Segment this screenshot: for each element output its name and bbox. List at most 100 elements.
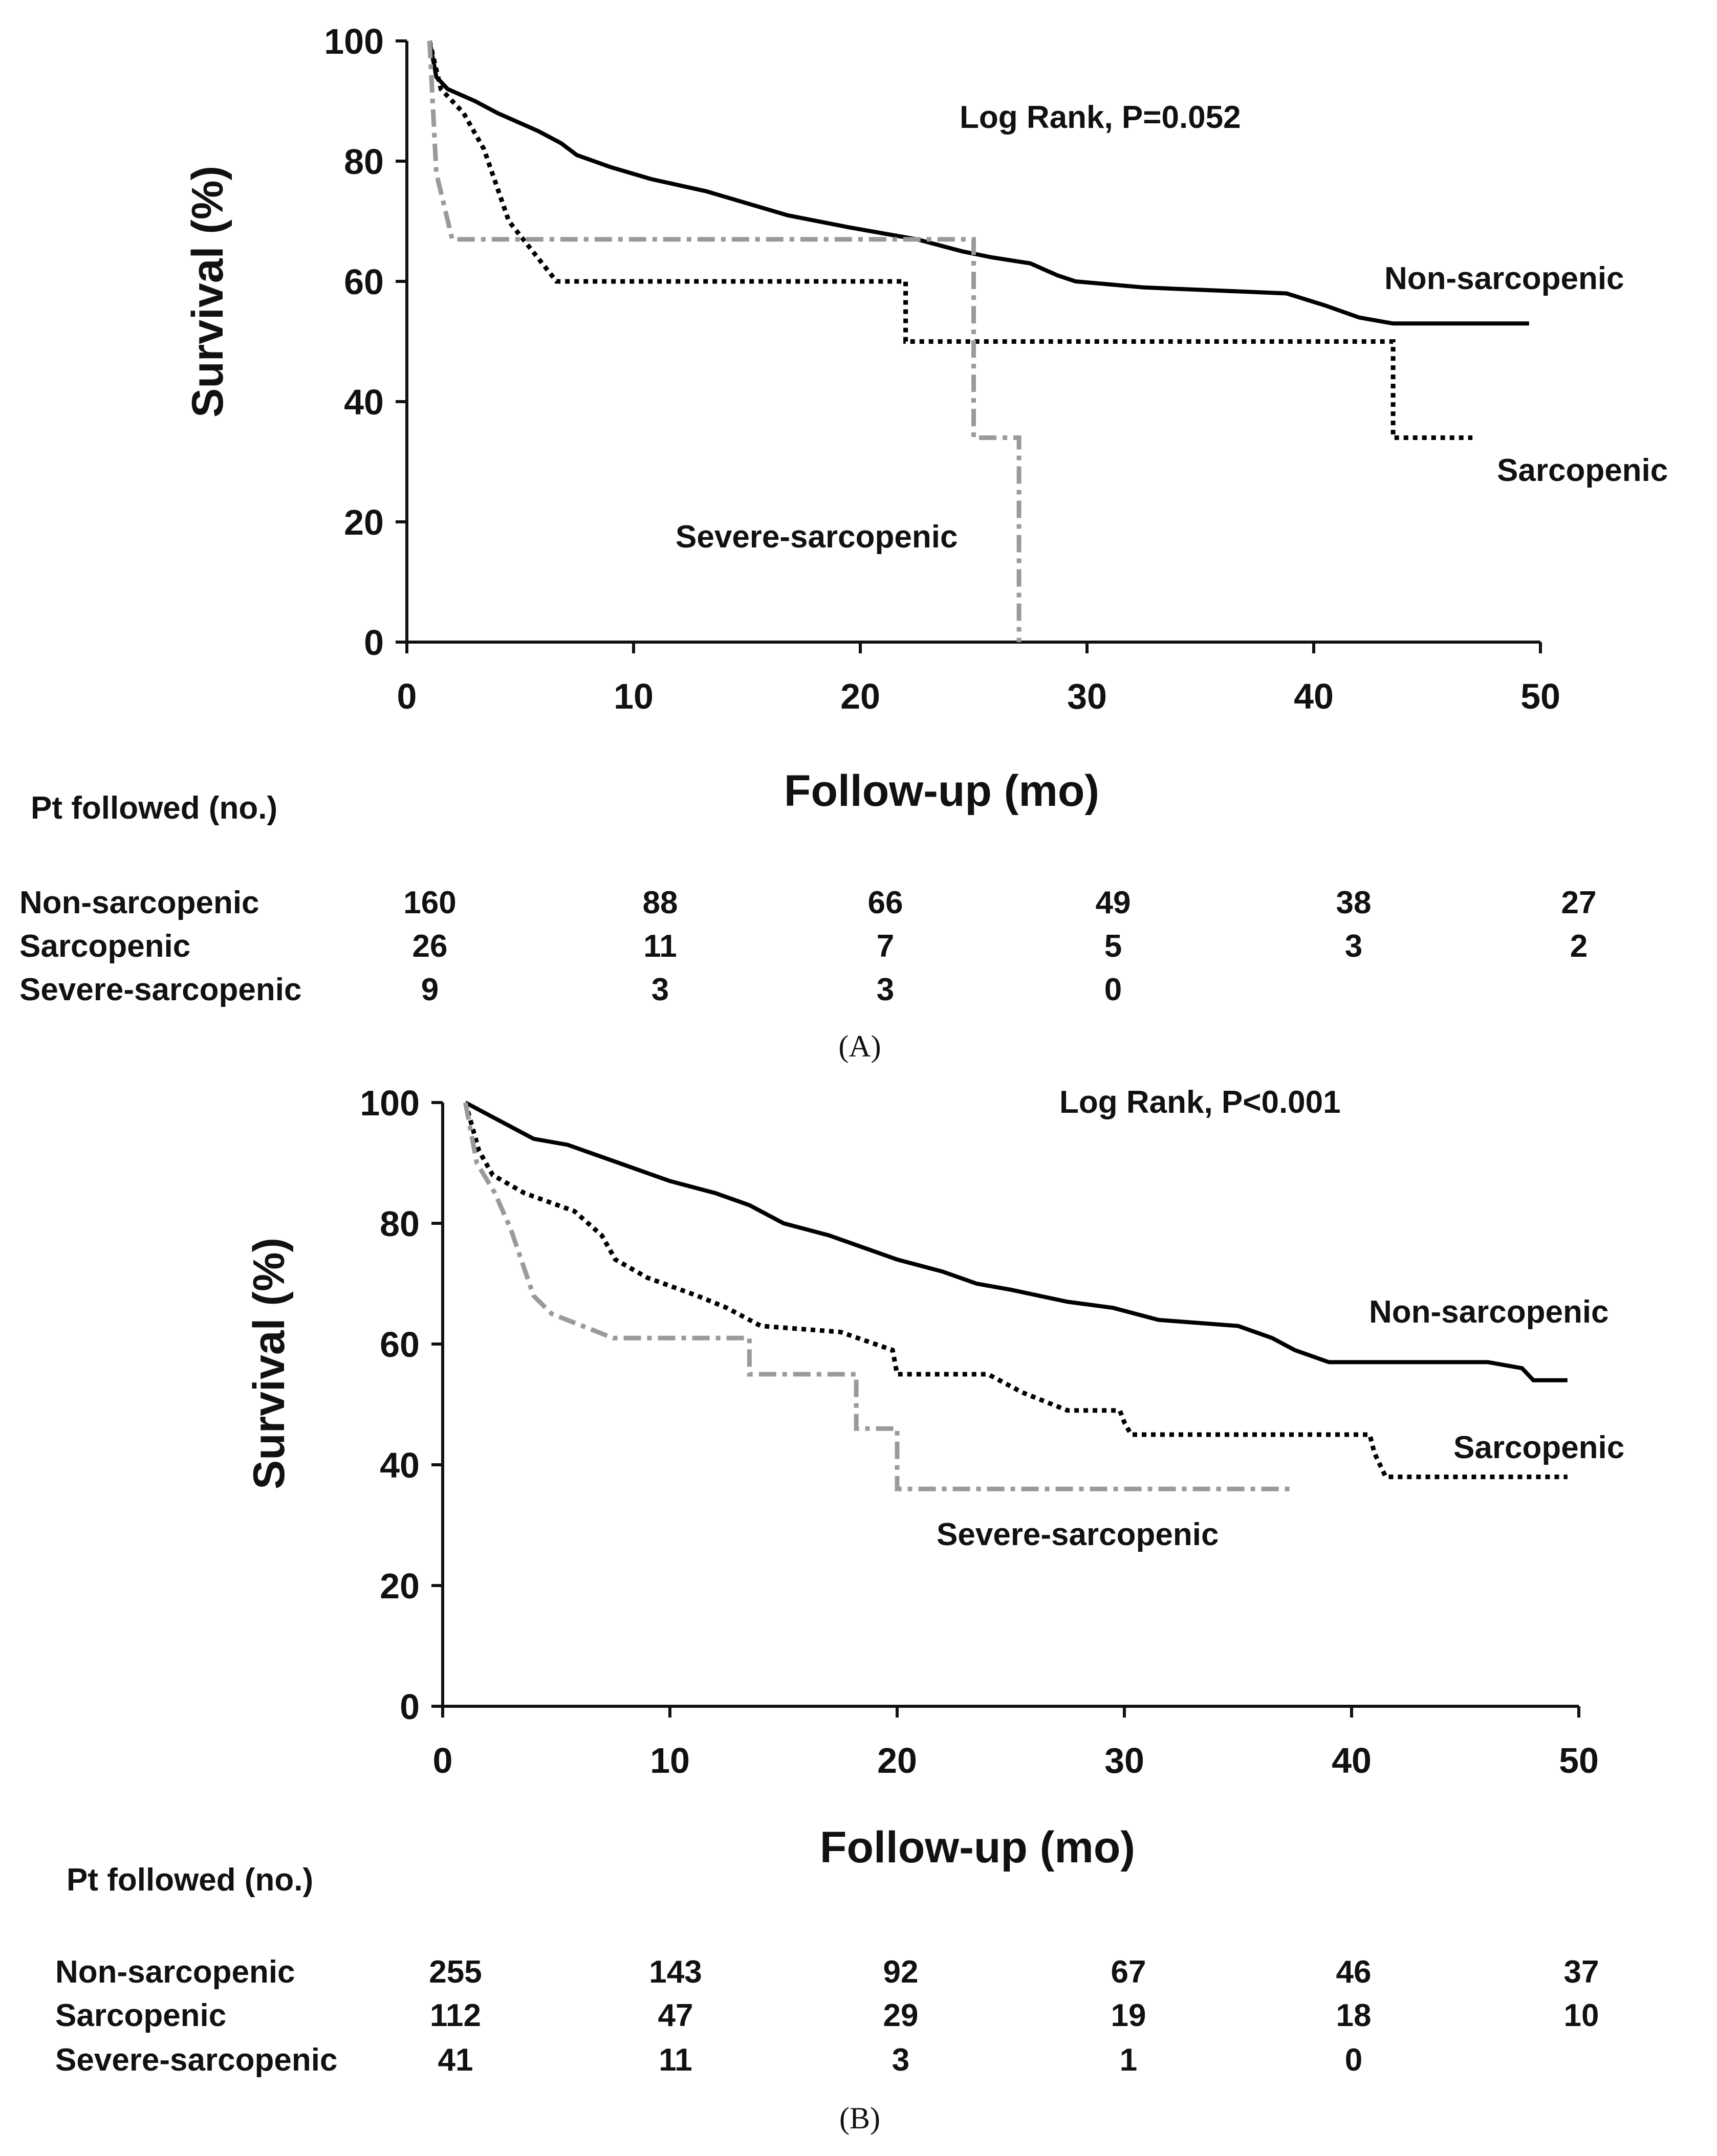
at-risk-count: 3 [1345,929,1362,964]
at-risk-count: 7 [877,929,894,964]
panel-b-plot: 0 20 40 60 80 100 0 10 20 30 40 50 Survival (%) Fo… [245,1083,1624,1872]
at-risk-count: 112 [430,1998,481,2033]
y-tick-label: 80 [380,1204,420,1244]
panel-a-caption: (A) [838,1029,881,1063]
panel-b-row-label-severe-sarcopenic: Severe-sarcopenic [55,2042,337,2078]
panel-b-label-sarcopenic: Sarcopenic [1453,1430,1624,1465]
survival-curve-severe-sarcopenic [427,40,1021,642]
at-risk-count: 3 [651,972,669,1007]
x-tick-label: 40 [1332,1741,1372,1780]
y-tick-label: 60 [344,262,384,302]
panel-b-table-title: Pt followed (no.) [67,1862,313,1898]
panel-a-plot: 0 20 40 60 80 100 0 10 20 30 40 50 Survival (%) Fo… [183,21,1668,816]
panel-a-row-label-sarcopenic: Sarcopenic [19,929,190,964]
at-risk-count: 66 [868,885,903,920]
y-tick-label: 20 [380,1566,420,1606]
at-risk-count: 67 [1111,1954,1146,1990]
at-risk-count: 46 [1336,1954,1372,1990]
at-risk-count: 5 [1104,929,1122,964]
y-tick-label: 40 [380,1445,420,1485]
x-tick-label: 10 [614,676,654,716]
panel-b-label-non-sarcopenic: Non-sarcopenic [1369,1294,1609,1330]
panel-b-y-axis-title: Survival (%) [245,1238,294,1489]
at-risk-count: 0 [1345,2042,1362,2078]
at-risk-count: 11 [643,929,677,964]
panel-b-caption: (B) [839,2101,880,2135]
survival-curve-sarcopenic [427,40,1473,440]
panel-a-x-axis-title: Follow-up (mo) [784,766,1099,816]
at-risk-count: 38 [1336,885,1372,920]
x-tick-label: 0 [397,676,417,716]
at-risk-count: 37 [1564,1954,1599,1990]
at-risk-count: 41 [438,2042,473,2078]
panel-a-y-axis-title: Survival (%) [183,166,232,417]
panel-a-table-title: Pt followed (no.) [31,790,277,826]
x-tick-label: 20 [840,676,880,716]
at-risk-count: 0 [1104,972,1122,1007]
panel-b-label-severe-sarcopenic: Severe-sarcopenic [937,1517,1219,1552]
panel-b-y-ticks: 0 20 40 60 80 100 [360,1083,443,1727]
at-risk-count: 88 [643,885,678,920]
panel-b-log-rank-annotation: Log Rank, P<0.001 [1059,1085,1341,1120]
at-risk-count: 49 [1096,885,1131,920]
at-risk-count: 3 [877,972,894,1007]
panel-b-row-label-sarcopenic: Sarcopenic [55,1998,226,2033]
panel-b-row-label-non-sarcopenic: Non-sarcopenic [55,1954,295,1990]
x-tick-label: 30 [1067,676,1107,716]
at-risk-count: 11 [659,2042,692,2078]
at-risk-count: 29 [883,1998,919,2033]
panel-b-x-axis-title: Follow-up (mo) [820,1823,1135,1872]
at-risk-count: 2 [1570,929,1588,964]
at-risk-count: 26 [412,929,448,964]
x-tick-label: 30 [1104,1741,1144,1780]
survival-curve-sarcopenic [463,1102,1568,1480]
y-tick-label: 40 [344,382,384,422]
x-tick-label: 0 [433,1741,453,1780]
panel-a-log-rank-annotation: Log Rank, P=0.052 [960,100,1241,135]
panel-a-row-label-severe-sarcopenic: Severe-sarcopenic [19,972,301,1007]
x-tick-label: 50 [1559,1741,1599,1780]
y-tick-label: 60 [380,1325,420,1365]
at-risk-count: 255 [429,1954,482,1990]
panel-a-x-ticks: 0 10 20 30 40 50 [397,642,1560,716]
y-tick-label: 0 [400,1687,420,1727]
panel-a-label-severe-sarcopenic: Severe-sarcopenic [676,519,958,555]
at-risk-count: 143 [649,1954,702,1990]
survival-curve-severe-sarcopenic [463,1102,1295,1491]
panel-a-row-label-non-sarcopenic: Non-sarcopenic [19,885,259,920]
y-tick-label: 20 [344,502,384,542]
at-risk-count: 10 [1564,1998,1599,2033]
panel-a-y-ticks: 0 20 40 60 80 100 [324,21,407,663]
panel-a-table-values: 160 88 66 49 38 27 26 11 7 5 3 2 9 3 3 0 [403,885,1596,1007]
at-risk-count: 92 [883,1954,919,1990]
at-risk-count: 18 [1336,1998,1372,2033]
panel-b-at-risk-table: Pt followed (no.) Non-sarcopenic Sarcope… [55,1862,1599,2078]
panel-b-x-ticks: 0 10 20 30 40 50 [433,1706,1599,1780]
x-tick-label: 50 [1520,676,1560,716]
at-risk-count: 47 [658,1998,693,2033]
at-risk-count: 9 [421,972,439,1007]
survival-curve-non-sarcopenic [464,1101,1568,1382]
y-tick-label: 100 [324,21,384,61]
x-tick-label: 20 [877,1741,917,1780]
survival-curve-non-sarcopenic [427,40,1529,326]
panel-a-label-sarcopenic: Sarcopenic [1497,453,1668,488]
panel-a-curves [427,40,1529,642]
x-tick-label: 10 [650,1741,690,1780]
at-risk-count: 19 [1111,1998,1146,2033]
at-risk-count: 3 [892,2042,909,2078]
panel-a-label-non-sarcopenic: Non-sarcopenic [1384,261,1624,296]
at-risk-count: 27 [1561,885,1597,920]
y-tick-label: 0 [364,623,384,663]
panel-a-at-risk-table: Pt followed (no.) Non-sarcopenic Sarcope… [19,790,1596,1007]
y-tick-label: 80 [344,142,384,182]
panel-b-curves [463,1101,1568,1491]
y-tick-label: 100 [360,1083,420,1123]
at-risk-count: 1 [1120,2042,1137,2078]
x-tick-label: 40 [1294,676,1334,716]
at-risk-count: 160 [403,885,456,920]
